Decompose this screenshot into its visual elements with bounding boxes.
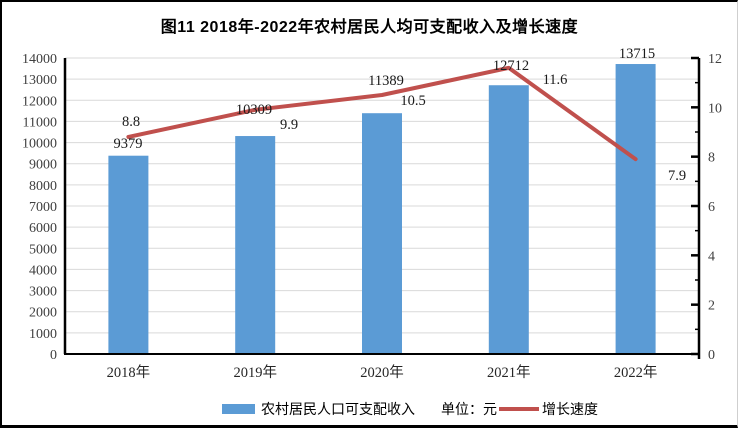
bar-value-label: 11389 [368, 73, 404, 89]
right-axis-tick-label: 12 [708, 52, 722, 67]
left-axis-tick-label: 9000 [29, 158, 57, 173]
left-axis-tick-label: 4000 [29, 263, 57, 278]
left-axis-tick-label: 13000 [22, 73, 57, 88]
left-axis-tick-label: 10000 [22, 137, 57, 152]
x-axis-category-label: 2020年 [360, 364, 404, 381]
right-axis-tick-label: 0 [708, 348, 715, 363]
bar-value-label: 12712 [493, 58, 529, 74]
right-axis-tick-label: 4 [708, 249, 715, 264]
left-axis-tick-label: 2000 [29, 306, 57, 321]
line-series-swatch [499, 407, 539, 411]
line-value-label: 11.6 [543, 72, 568, 88]
left-axis-tick-label: 0 [50, 348, 57, 363]
line-value-label: 8.8 [122, 114, 140, 130]
bar-value-label: 9379 [114, 136, 143, 152]
bar-value-label: 10309 [236, 102, 272, 118]
bar-series-swatch [222, 404, 255, 414]
line-value-label: 7.9 [668, 168, 686, 184]
line-value-label: 9.9 [280, 117, 298, 133]
bar-2022年 [615, 64, 656, 355]
left-axis-tick-label: 7000 [29, 200, 57, 215]
bar-2018年 [108, 155, 149, 354]
bar-2021年 [488, 85, 529, 355]
line-value-label: 10.5 [400, 93, 425, 109]
chart-title: 图11 2018年-2022年农村居民人均可支配收入及增长速度 [160, 19, 579, 36]
line-series-label: 增长速度 [542, 403, 598, 418]
left-axis-tick-label: 8000 [29, 179, 57, 194]
bar-2020年 [362, 113, 402, 354]
bar-series-label: 农村居民人口可支配收入 [261, 403, 415, 418]
x-axis-category-label: 2022年 [614, 364, 658, 381]
bar-2019年 [235, 136, 276, 354]
bar-value-label: 13715 [619, 46, 655, 62]
unit-label: 单位：元 [441, 403, 497, 418]
left-axis-tick-label: 5000 [29, 242, 57, 257]
left-axis-tick-label: 14000 [22, 52, 57, 67]
right-axis-tick-label: 10 [708, 101, 722, 116]
x-axis-category-label: 2018年 [107, 364, 151, 381]
x-axis-category-label: 2019年 [233, 364, 277, 381]
right-axis-tick-label: 2 [708, 299, 715, 314]
left-axis-tick-label: 11000 [23, 115, 57, 130]
left-axis-tick-label: 12000 [22, 94, 57, 109]
left-axis-tick-label: 1000 [29, 327, 57, 342]
right-axis-tick-label: 6 [708, 200, 715, 215]
right-axis-tick-label: 8 [708, 151, 715, 166]
left-axis-tick-label: 3000 [29, 285, 57, 300]
growth-rate-line [126, 65, 638, 162]
x-axis-category-label: 2021年 [487, 364, 531, 381]
legend: 农村居民人口可支配收入 单位：元 增长速度 [222, 400, 598, 418]
left-axis-tick-label: 6000 [29, 221, 57, 236]
